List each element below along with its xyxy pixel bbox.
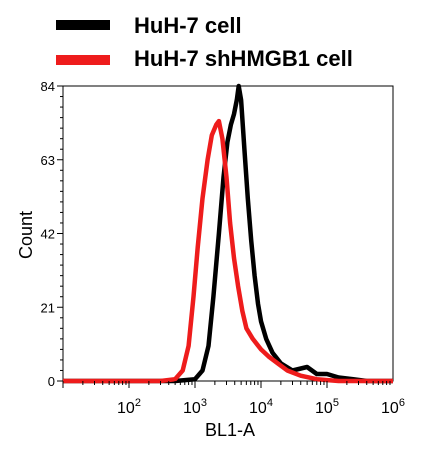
y-tick-label: 42 — [41, 227, 55, 242]
y-tick-label: 21 — [41, 300, 55, 315]
x-axis-title: BL1-A — [205, 420, 255, 440]
series-line-huh7 — [63, 83, 393, 384]
y-tick-label: 0 — [48, 374, 55, 389]
x-tick-label: 102 — [117, 397, 141, 417]
legend: HuH-7 cell HuH-7 shHMGB1 cell — [56, 13, 353, 71]
legend-swatch-huh7 — [56, 20, 110, 30]
series-line-huh7-shhmgb1 — [63, 118, 393, 384]
series-group — [63, 83, 393, 384]
legend-label-huh7: HuH-7 cell — [134, 13, 242, 38]
legend-label-huh7-shhmgb1: HuH-7 shHMGB1 cell — [134, 46, 353, 71]
x-tick-label: 105 — [315, 397, 339, 417]
legend-swatch-huh7-shhmgb1 — [56, 55, 110, 65]
x-tick-label: 106 — [381, 397, 405, 417]
y-axis-title: Count — [16, 211, 36, 259]
x-axis: 102 103 104 105 106 — [62, 381, 405, 417]
y-tick-label: 63 — [41, 153, 55, 168]
x-tick-label: 103 — [183, 397, 207, 417]
x-tick-label: 104 — [249, 397, 273, 417]
y-axis: 0 21 42 63 84 — [41, 79, 63, 389]
y-tick-label: 84 — [41, 79, 55, 94]
